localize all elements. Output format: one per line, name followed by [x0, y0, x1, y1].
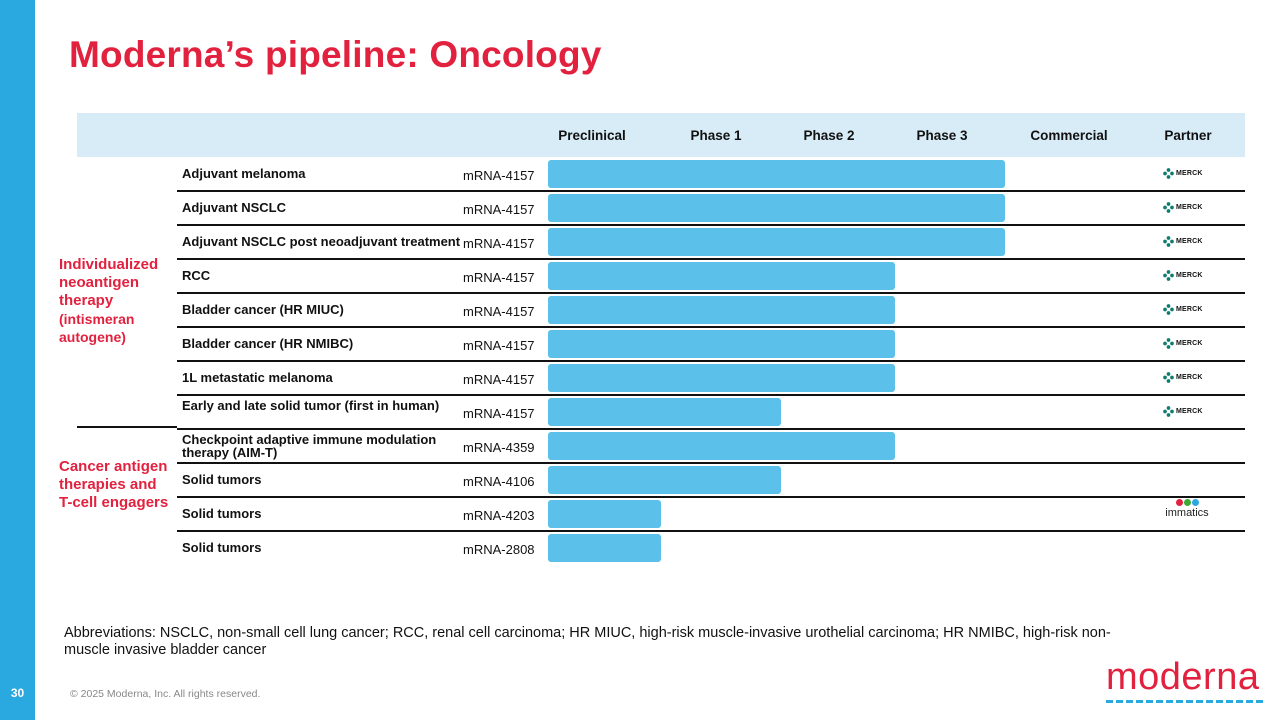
partner-merck: MERCK [1163, 406, 1203, 417]
immatics-logo-text: immatics [1165, 507, 1209, 519]
partner-merck: MERCK [1163, 270, 1203, 281]
page-title: Moderna’s pipeline: Oncology [69, 34, 602, 75]
partner-merck: MERCK [1163, 372, 1203, 383]
merck-logo-icon [1163, 372, 1174, 383]
merck-logo-text: MERCK [1176, 170, 1203, 177]
merck-logo-icon [1163, 406, 1174, 417]
phase-progress-bar [548, 432, 895, 460]
phase-progress-bar [548, 296, 895, 324]
row-indication: 1L metastatic melanoma [182, 370, 333, 385]
phase-progress-bar [548, 398, 781, 426]
phase-header-commercial: Commercial [1030, 128, 1108, 143]
row-compound: mRNA-4157 [463, 168, 535, 183]
merck-logo-icon [1163, 304, 1174, 315]
row-compound: mRNA-4157 [463, 202, 535, 217]
phase-header-partner: Partner [1164, 128, 1212, 143]
group-label-text: Individualized neoantigen therapy [59, 256, 159, 309]
partner-immatics: immatics [1161, 499, 1213, 521]
row-divider [177, 292, 1245, 294]
row-indication: Adjuvant NSCLC [182, 200, 286, 215]
row-compound: mRNA-4157 [463, 236, 535, 251]
merck-logo-icon [1163, 236, 1174, 247]
row-compound: mRNA-4157 [463, 270, 535, 285]
phase-progress-bar [548, 262, 895, 290]
page-number: 30 [10, 686, 25, 700]
row-divider [177, 258, 1245, 260]
phase-progress-bar [548, 500, 661, 528]
row-indication: Bladder cancer (HR MIUC) [182, 302, 344, 317]
side-accent-bar [0, 0, 35, 720]
row-compound: mRNA-4359 [463, 440, 535, 455]
group-divider [77, 426, 177, 428]
row-indication: Checkpoint adaptive immune modulation th… [182, 432, 437, 460]
merck-logo-text: MERCK [1176, 408, 1203, 415]
merck-logo-text: MERCK [1176, 306, 1203, 313]
phase-progress-bar [548, 228, 1005, 256]
copyright-text: © 2025 Moderna, Inc. All rights reserved… [70, 688, 261, 700]
merck-logo-text: MERCK [1176, 374, 1203, 381]
row-compound: mRNA-4157 [463, 304, 535, 319]
merck-logo-icon [1163, 270, 1174, 281]
partner-merck: MERCK [1163, 168, 1203, 179]
row-compound: mRNA-4157 [463, 406, 535, 421]
row-compound: mRNA-4106 [463, 474, 535, 489]
row-divider [177, 462, 1245, 464]
immatics-logo-icon [1161, 499, 1213, 507]
partner-merck: MERCK [1163, 304, 1203, 315]
row-compound: mRNA-4157 [463, 372, 535, 387]
phase-progress-bar [548, 466, 781, 494]
group-label-cancer-antigen: Cancer antigen therapies and T-cell enga… [59, 458, 169, 511]
row-divider [177, 190, 1245, 192]
row-compound: mRNA-4203 [463, 508, 535, 523]
partner-merck: MERCK [1163, 202, 1203, 213]
row-divider [177, 530, 1245, 532]
group-label-neoantigen: Individualized neoantigen therapy (intis… [59, 256, 171, 346]
merck-logo-icon [1163, 338, 1174, 349]
row-divider [177, 496, 1245, 498]
row-indication: Adjuvant NSCLC post neoadjuvant treatmen… [182, 234, 461, 249]
row-indication: Early and late solid tumor (first in hum… [182, 398, 440, 413]
row-compound: mRNA-2808 [463, 542, 535, 557]
merck-logo-icon [1163, 168, 1174, 179]
row-indication: Solid tumors [182, 540, 262, 555]
row-divider [177, 360, 1245, 362]
phase-header-phase-2: Phase 2 [803, 128, 855, 143]
abbreviations-note: Abbreviations: NSCLC, non-small cell lun… [64, 625, 1111, 658]
row-divider [177, 224, 1245, 226]
merck-logo-text: MERCK [1176, 238, 1203, 245]
phase-progress-bar [548, 534, 661, 562]
partner-merck: MERCK [1163, 236, 1203, 247]
phase-progress-bar [548, 160, 1005, 188]
phase-header-preclinical: Preclinical [558, 128, 626, 143]
merck-logo-text: MERCK [1176, 272, 1203, 279]
merck-logo-text: MERCK [1176, 204, 1203, 211]
row-divider [177, 428, 1245, 430]
moderna-logo-text: moderna [1106, 656, 1260, 698]
row-indication: RCC [182, 268, 211, 283]
row-divider [177, 326, 1245, 328]
phase-header-phase-3: Phase 3 [916, 128, 968, 143]
group-label-subtext: (intismeran autogene) [59, 311, 135, 345]
row-indication: Adjuvant melanoma [182, 166, 306, 181]
merck-logo-text: MERCK [1176, 340, 1203, 347]
row-compound: mRNA-4157 [463, 338, 535, 353]
logo-dash-underline [1106, 700, 1264, 703]
row-indication: Solid tumors [182, 472, 262, 487]
row-divider [177, 394, 1245, 396]
merck-logo-icon [1163, 202, 1174, 213]
phase-progress-bar [548, 194, 1005, 222]
phase-progress-bar [548, 364, 895, 392]
row-indication: Bladder cancer (HR NMIBC) [182, 336, 354, 351]
row-indication: Solid tumors [182, 506, 262, 521]
partner-merck: MERCK [1163, 338, 1203, 349]
phase-header-phase-1: Phase 1 [690, 128, 742, 143]
moderna-logo: moderna [1106, 658, 1264, 703]
phase-progress-bar [548, 330, 895, 358]
table-header [77, 113, 1245, 157]
